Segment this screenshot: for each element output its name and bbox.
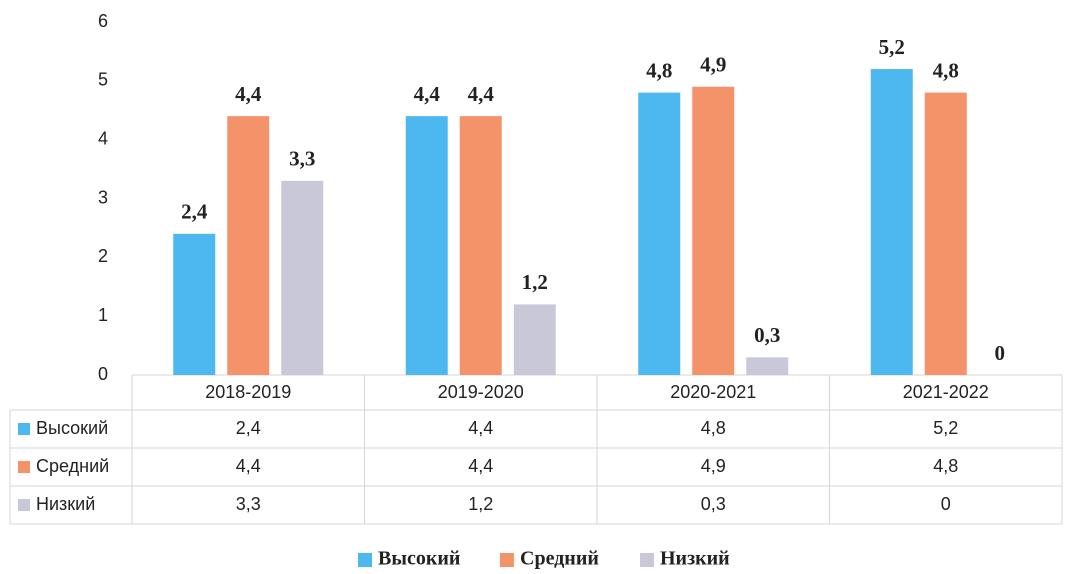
data-label: 4,4 (235, 82, 262, 106)
data-label: 5,2 (879, 35, 905, 59)
bar (638, 92, 681, 375)
x-tick-label: 2018-2019 (205, 382, 291, 402)
data-label: 4,9 (700, 53, 726, 77)
bar (746, 357, 789, 375)
legend-label: Средний (520, 548, 599, 570)
table-row-label: Высокий (36, 418, 108, 438)
bar (459, 116, 502, 375)
table-cell: 4,4 (468, 456, 493, 476)
table-cell: 1,2 (468, 494, 493, 514)
table-cell: 4,8 (701, 418, 726, 438)
bar (227, 116, 270, 375)
data-label: 1,2 (522, 270, 548, 294)
legend-key (640, 553, 654, 567)
table-cell: 2,4 (236, 418, 261, 438)
bar (281, 180, 324, 375)
bar (513, 304, 556, 375)
table-cell: 4,9 (701, 456, 726, 476)
table-row-label: Средний (36, 456, 109, 476)
y-tick-label: 6 (98, 11, 108, 31)
data-label: 4,8 (646, 58, 672, 82)
table-cell: 0,3 (701, 494, 726, 514)
bar (173, 233, 216, 375)
y-tick-label: 5 (98, 70, 108, 90)
legend-label: Высокий (378, 548, 460, 570)
table-key (18, 461, 30, 473)
bar (870, 69, 913, 376)
y-tick-label: 3 (98, 187, 108, 207)
table-key (18, 423, 30, 435)
x-tick-label: 2019-2020 (438, 382, 524, 402)
table-cell: 4,4 (236, 456, 261, 476)
table-cell: 3,3 (236, 494, 261, 514)
data-label: 4,8 (933, 58, 959, 82)
table-cell: 4,4 (468, 418, 493, 438)
y-tick-label: 1 (98, 305, 108, 325)
table-row-label: Низкий (36, 494, 95, 514)
legend-key (500, 553, 514, 567)
y-tick-label: 0 (98, 364, 108, 384)
data-label: 0 (995, 341, 1006, 365)
bar (924, 92, 967, 375)
table-key (18, 499, 30, 511)
data-label: 0,3 (754, 323, 780, 347)
data-label: 2,4 (181, 200, 208, 224)
x-tick-label: 2020-2021 (670, 382, 756, 402)
legend-key (358, 553, 372, 567)
y-tick-label: 4 (98, 128, 108, 148)
data-label: 3,3 (289, 147, 315, 171)
x-tick-label: 2021-2022 (903, 382, 989, 402)
table-cell: 5,2 (933, 418, 958, 438)
data-label: 4,4 (468, 82, 495, 106)
legend-label: Низкий (660, 548, 730, 570)
table-cell: 0 (941, 494, 951, 514)
data-label: 4,4 (414, 82, 441, 106)
y-tick-label: 2 (98, 246, 108, 266)
table-cell: 4,8 (933, 456, 958, 476)
bar (405, 116, 448, 375)
bar (692, 86, 735, 375)
